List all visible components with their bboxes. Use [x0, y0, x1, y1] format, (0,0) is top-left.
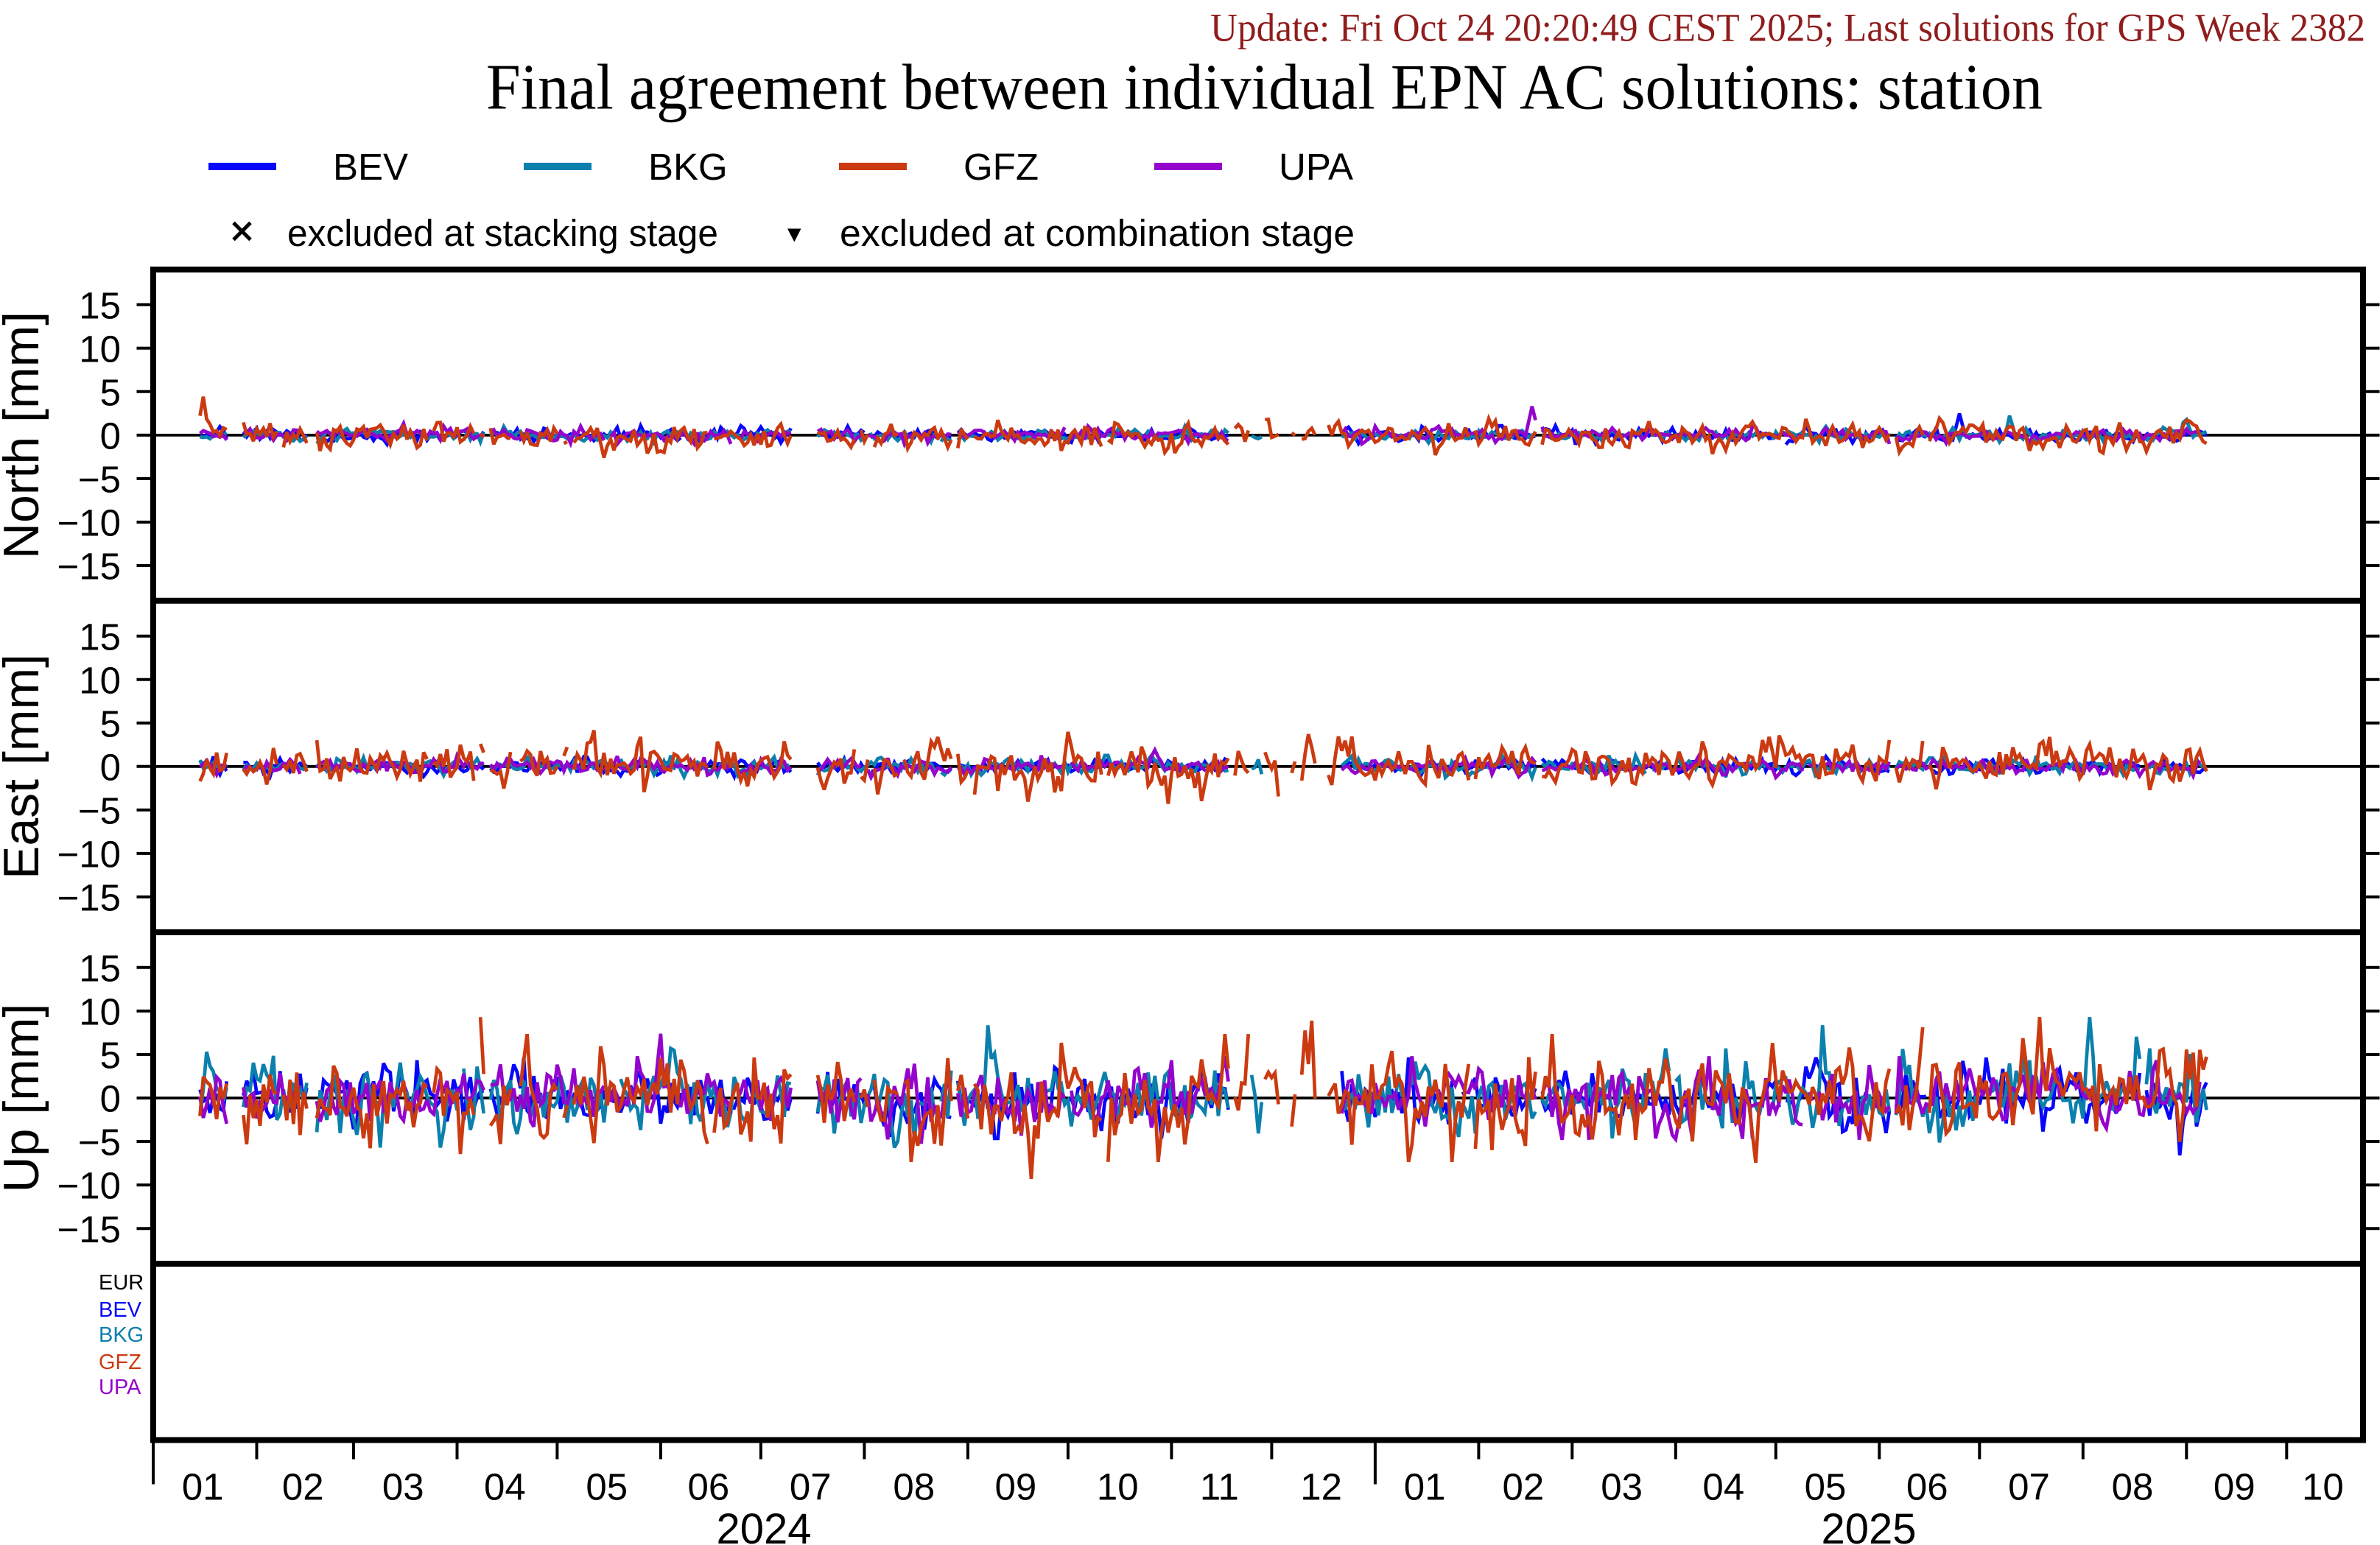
svg-text:UPA: UPA: [99, 1376, 141, 1399]
svg-text:03: 03: [1601, 1466, 1643, 1508]
svg-text:5: 5: [100, 1035, 121, 1077]
svg-text:BKG: BKG: [99, 1323, 144, 1347]
svg-text:08: 08: [2112, 1466, 2154, 1508]
svg-text:BEV: BEV: [99, 1298, 142, 1322]
svg-text:04: 04: [484, 1466, 526, 1508]
svg-text:North [mm]: North [mm]: [0, 312, 49, 559]
svg-text:−15: −15: [57, 1208, 121, 1250]
svg-text:−5: −5: [78, 459, 121, 501]
svg-text:15: 15: [79, 947, 121, 989]
svg-text:BKG: BKG: [648, 146, 728, 188]
svg-text:GFZ: GFZ: [963, 146, 1039, 188]
svg-text:10: 10: [79, 659, 121, 701]
svg-text:10: 10: [79, 328, 121, 370]
svg-text:15: 15: [79, 616, 121, 658]
svg-text:06: 06: [688, 1466, 730, 1508]
svg-text:03: 03: [382, 1466, 424, 1508]
svg-text:−10: −10: [57, 1165, 121, 1207]
svg-text:excluded at stacking stage: excluded at stacking stage: [287, 212, 718, 254]
svg-text:−10: −10: [57, 502, 121, 544]
svg-text:04: 04: [1702, 1466, 1744, 1508]
svg-text:15: 15: [79, 284, 121, 326]
svg-text:09: 09: [995, 1466, 1037, 1508]
svg-text:2025: 2025: [1821, 1505, 1916, 1545]
svg-text:02: 02: [282, 1466, 324, 1508]
svg-text:−15: −15: [57, 546, 121, 588]
svg-text:01: 01: [1404, 1466, 1446, 1508]
svg-text:02: 02: [1503, 1466, 1545, 1508]
svg-text:BEV: BEV: [333, 146, 408, 188]
svg-text:−10: −10: [57, 834, 121, 876]
svg-text:08: 08: [893, 1466, 935, 1508]
svg-text:Up [mm]: Up [mm]: [0, 1004, 49, 1193]
svg-text:12: 12: [1300, 1466, 1342, 1508]
svg-text:−5: −5: [78, 1122, 121, 1164]
svg-text:11: 11: [1200, 1466, 1239, 1508]
svg-text:10: 10: [1097, 1466, 1139, 1508]
svg-text:06: 06: [1906, 1466, 1948, 1508]
svg-text:excluded at combination stage: excluded at combination stage: [840, 212, 1355, 254]
svg-text:01: 01: [182, 1466, 224, 1508]
svg-text:GFZ: GFZ: [99, 1351, 141, 1374]
svg-text:East [mm]: East [mm]: [0, 654, 49, 879]
svg-text:09: 09: [2214, 1466, 2256, 1508]
svg-text:10: 10: [79, 991, 121, 1033]
svg-text:0: 0: [100, 415, 121, 457]
svg-text:2024: 2024: [716, 1505, 811, 1545]
svg-text:EUR: EUR: [99, 1271, 144, 1295]
svg-text:5: 5: [100, 371, 121, 413]
svg-text:UPA: UPA: [1279, 146, 1353, 188]
svg-text:10: 10: [2302, 1466, 2344, 1508]
svg-text:05: 05: [586, 1466, 628, 1508]
svg-text:07: 07: [790, 1466, 832, 1508]
svg-text:07: 07: [2008, 1466, 2050, 1508]
svg-text:Update: Fri Oct 24 20:20:49 CE: Update: Fri Oct 24 20:20:49 CEST 2025; L…: [1210, 6, 2365, 50]
svg-text:05: 05: [1805, 1466, 1847, 1508]
svg-text:5: 5: [100, 703, 121, 745]
svg-text:Final agreement between indivi: Final agreement between individual EPN A…: [486, 52, 2043, 124]
svg-text:0: 0: [100, 746, 121, 788]
svg-text:−15: −15: [57, 877, 121, 919]
svg-text:−5: −5: [78, 790, 121, 832]
svg-text:0: 0: [100, 1078, 121, 1120]
